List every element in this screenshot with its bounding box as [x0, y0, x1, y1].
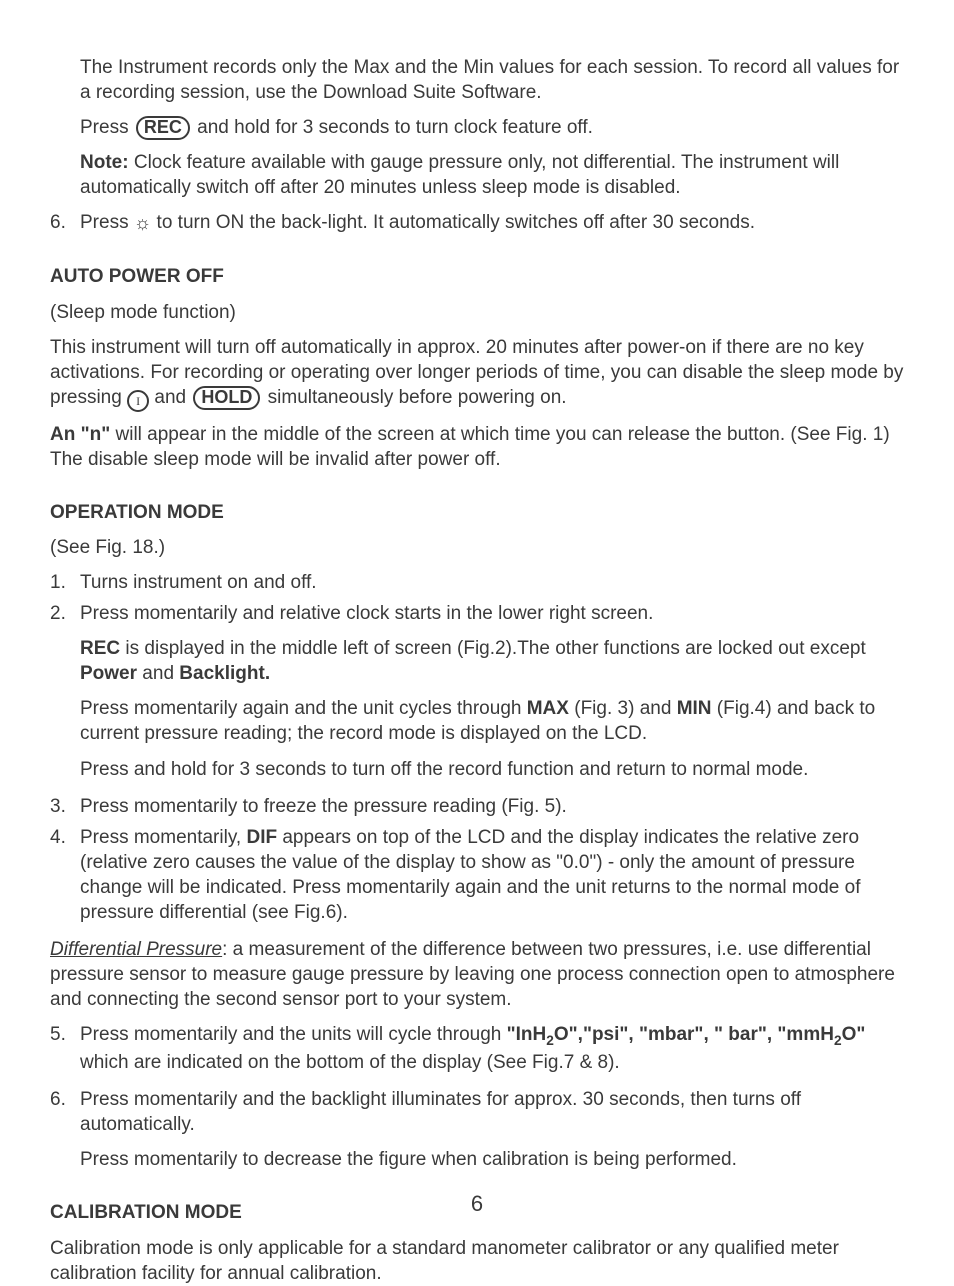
- list-body: Press ☼ to turn ON the back-light. It au…: [80, 210, 904, 236]
- text-bold: DIF: [246, 827, 277, 848]
- text: Press: [80, 117, 134, 138]
- text: is displayed in the middle left of scree…: [120, 638, 866, 659]
- text: Clock feature available with gauge press…: [80, 152, 839, 198]
- text: and hold for 3 seconds to turn clock fea…: [192, 117, 593, 138]
- text-bold: Power: [80, 663, 137, 684]
- text: will appear in the middle of the screen …: [50, 424, 890, 470]
- op-item-5: 5. Press momentarily and the units will …: [50, 1022, 904, 1075]
- text-bold: MIN: [677, 698, 712, 719]
- list-body: Turns instrument on and off.: [80, 570, 904, 595]
- list-body: Press momentarily and relative clock sta…: [80, 601, 904, 781]
- text-bold: MAX: [527, 698, 569, 719]
- text: Press momentarily and the backlight illu…: [80, 1087, 904, 1137]
- text: and: [149, 387, 191, 408]
- text: Press momentarily to decrease the figure…: [80, 1147, 904, 1172]
- op-item-2: 2. Press momentarily and relative clock …: [50, 601, 904, 781]
- list-number: 1.: [50, 570, 80, 595]
- differential-pressure-def: Differential Pressure: a measurement of …: [50, 937, 904, 1012]
- text: which are indicated on the bottom of the…: [80, 1052, 620, 1073]
- intro-p2: Press REC and hold for 3 seconds to turn…: [80, 115, 904, 140]
- term: Differential Pressure: [50, 939, 222, 960]
- intro-p1: The Instrument records only the Max and …: [80, 55, 904, 105]
- op-item-4: 4. Press momentarily, DIF appears on top…: [50, 825, 904, 925]
- list-body: Press momentarily and the units will cyc…: [80, 1022, 904, 1075]
- list-body: Press momentarily, DIF appears on top of…: [80, 825, 904, 925]
- text: and: [137, 663, 179, 684]
- text: Press momentarily and relative clock sta…: [80, 601, 904, 626]
- document-page: The Instrument records only the Max and …: [0, 0, 954, 1250]
- op-item-1: 1. Turns instrument on and off.: [50, 570, 904, 595]
- list-number: 5.: [50, 1022, 80, 1075]
- text-bold: An "n": [50, 424, 110, 445]
- text: (Fig. 3) and: [569, 698, 677, 719]
- auto-power-sub: (Sleep mode function): [50, 300, 904, 325]
- power-button-icon: I: [127, 390, 149, 412]
- list-body: Press momentarily and the backlight illu…: [80, 1087, 904, 1172]
- list-body: Press momentarily to freeze the pressure…: [80, 794, 904, 819]
- auto-power-p2: An "n" will appear in the middle of the …: [50, 422, 904, 472]
- text-bold: Backlight.: [179, 663, 270, 684]
- page-number: 6: [0, 1189, 954, 1218]
- text: Press momentarily,: [80, 827, 246, 848]
- list-number: 3.: [50, 794, 80, 819]
- hold-button-icon: HOLD: [193, 386, 260, 410]
- text: to turn ON the back-light. It automatica…: [151, 212, 755, 233]
- note-label: Note:: [80, 152, 129, 173]
- top-item-6: 6. Press ☼ to turn ON the back-light. It…: [50, 210, 904, 236]
- text: Press momentarily and the units will cyc…: [80, 1024, 507, 1045]
- text: Press momentarily again and the unit cyc…: [80, 696, 904, 746]
- text: REC is displayed in the middle left of s…: [80, 636, 904, 686]
- text: simultaneously before powering on.: [262, 387, 566, 408]
- list-number: 6.: [50, 210, 80, 236]
- operation-sub: (See Fig. 18.): [50, 535, 904, 560]
- rec-button-icon: REC: [136, 116, 190, 140]
- text: Press momentarily again and the unit cyc…: [80, 698, 527, 719]
- text: Press: [80, 212, 134, 233]
- backlight-icon: ☼: [134, 213, 151, 234]
- intro-note: Note: Clock feature available with gauge…: [80, 150, 904, 200]
- text-bold: REC: [80, 638, 120, 659]
- section-head-auto-power-off: AUTO POWER OFF: [50, 264, 904, 289]
- op-item-6: 6. Press momentarily and the backlight i…: [50, 1087, 904, 1172]
- units-text: "InH2O","psi", "mbar", " bar", "mmH2O": [507, 1024, 866, 1045]
- auto-power-p1: This instrument will turn off automatica…: [50, 335, 904, 412]
- list-number: 2.: [50, 601, 80, 781]
- section-head-operation-mode: OPERATION MODE: [50, 500, 904, 525]
- list-number: 6.: [50, 1087, 80, 1172]
- text: Press and hold for 3 seconds to turn off…: [80, 757, 904, 782]
- calibration-p1: Calibration mode is only applicable for …: [50, 1236, 904, 1286]
- op-item-3: 3. Press momentarily to freeze the press…: [50, 794, 904, 819]
- list-number: 4.: [50, 825, 80, 925]
